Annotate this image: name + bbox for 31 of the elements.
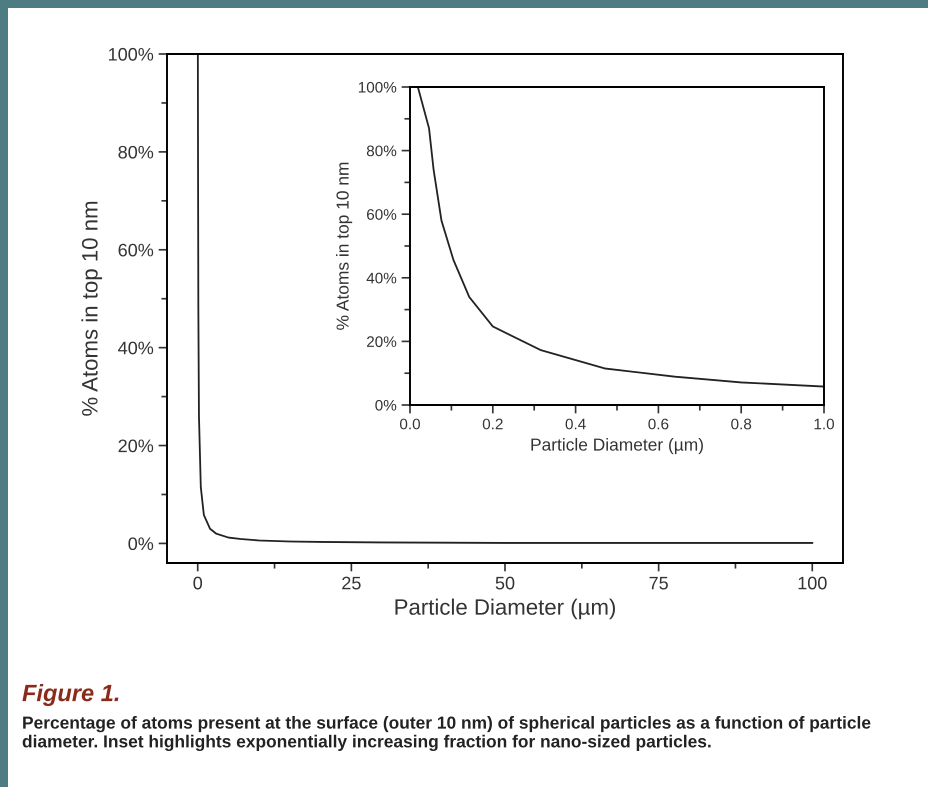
line-series [196,54,814,544]
x-tick-label: 0.2 [482,418,503,430]
y-tick-label: 40% [366,272,396,284]
x-tick-label: 0.8 [731,418,752,430]
x-tick-label: 1.0 [814,418,834,430]
y-tick-label: 100% [358,82,396,93]
y-tick-label: 0% [128,537,154,550]
y-tick-label: 20% [366,336,396,348]
x-axis-title: Particle Diameter (µm) [395,598,615,620]
x-tick-label: 0.6 [648,418,668,430]
y-tick-label: 100% [109,48,154,61]
y-axis-title: % Atoms in top 10 nm [336,162,352,330]
y-tick-label: 80% [366,145,396,156]
y-tick-label: 80% [118,146,154,159]
y-tick-label: 40% [118,342,154,354]
x-tick-label: 0 [193,576,202,590]
x-axis-title: Particle Diameter (µm) [531,438,703,454]
y-tick-label: 60% [118,244,154,256]
line-series [416,87,824,388]
x-tick-label: 50 [496,576,514,590]
y-axis-title: % Atoms in top 10 nm [81,202,102,416]
y-tick-label: 20% [118,439,154,452]
y-tick-label: 0% [375,400,396,411]
x-tick-label: 75 [650,576,668,590]
caption: Figure 1. [22,684,118,706]
x-tick-label: 100 [798,576,827,590]
y-tick-label: 60% [367,209,396,220]
x-tick-label: 0.0 [400,418,420,430]
x-tick-label: 25 [342,576,361,590]
x-tick-label: 0.4 [566,418,586,430]
text: Percentage of atoms present at the surface (outer 10 nm) of spherical particles as a function of particle diameter. Inset highlights exponentially increasing fraction for nano-sized particles. [22,716,870,752]
